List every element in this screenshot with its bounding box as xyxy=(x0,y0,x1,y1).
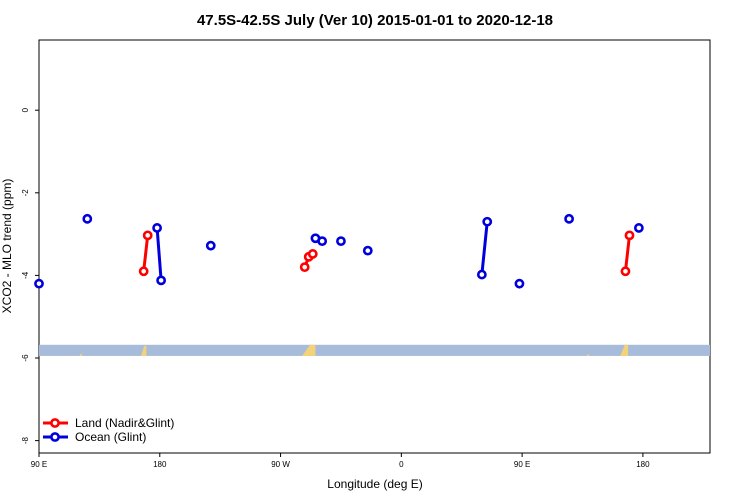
x-tick-label: 0 xyxy=(399,460,404,469)
y-axis: 0 -2 -4 -6 -8 xyxy=(21,107,39,444)
land-band xyxy=(39,344,710,356)
x-tick-label: 90 W xyxy=(271,460,290,469)
data-point xyxy=(476,269,487,280)
data-point xyxy=(624,230,635,241)
chart-title: 47.5S-42.5S July (Ver 10) 2015-01-01 to … xyxy=(197,12,553,29)
x-tick-label: 180 xyxy=(153,460,167,469)
series-land xyxy=(138,230,635,277)
data-point xyxy=(34,278,44,289)
legend-marker xyxy=(50,432,60,442)
plot-frame xyxy=(38,39,711,454)
series-line xyxy=(623,235,631,272)
data-point xyxy=(307,249,318,259)
y-tick-label: 0 xyxy=(21,107,30,112)
x-tick-label: 90 E xyxy=(31,460,47,469)
data-point xyxy=(205,240,216,251)
data-point xyxy=(564,213,574,224)
land-patch xyxy=(302,344,316,356)
legend-marker xyxy=(50,418,60,428)
land-patch xyxy=(79,353,82,356)
land-patch xyxy=(586,354,590,356)
data-point xyxy=(482,216,493,227)
x-axis: 90 E 180 90 W 0 90 E 180 xyxy=(31,453,650,469)
ocean-band xyxy=(39,344,710,356)
data-point xyxy=(317,236,328,247)
legend: Land (Nadir&Glint)Ocean (Glint) xyxy=(43,416,174,444)
data-point xyxy=(156,275,167,286)
series-line xyxy=(155,227,163,281)
x-tick-label: 180 xyxy=(636,460,650,469)
y-tick-label: -4 xyxy=(21,271,30,279)
y-tick-label: -8 xyxy=(21,437,30,445)
data-point xyxy=(514,278,525,289)
data-point xyxy=(336,236,346,247)
legend-label: Land (Nadir&Glint) xyxy=(75,416,174,430)
data-point xyxy=(362,245,373,256)
series-ocean xyxy=(34,213,644,289)
legend-label: Ocean (Glint) xyxy=(75,430,146,444)
series-line xyxy=(480,221,489,275)
y-tick-label: -6 xyxy=(21,354,30,362)
x-tick-label: 90 E xyxy=(514,460,530,469)
series-line xyxy=(142,235,150,272)
series-layer xyxy=(34,213,644,289)
land-patch xyxy=(620,344,629,356)
y-axis-label: XCO2 - MLO trend (ppm) xyxy=(0,179,14,314)
data-point xyxy=(633,223,644,233)
x-axis-label: Longitude (deg E) xyxy=(327,477,422,491)
data-point xyxy=(82,213,93,224)
data-point xyxy=(142,230,153,241)
data-point xyxy=(620,266,631,277)
data-point xyxy=(138,266,149,277)
data-point xyxy=(299,262,310,273)
land-patch xyxy=(140,345,147,356)
data-point xyxy=(152,223,162,233)
y-tick-label: -2 xyxy=(21,189,30,197)
